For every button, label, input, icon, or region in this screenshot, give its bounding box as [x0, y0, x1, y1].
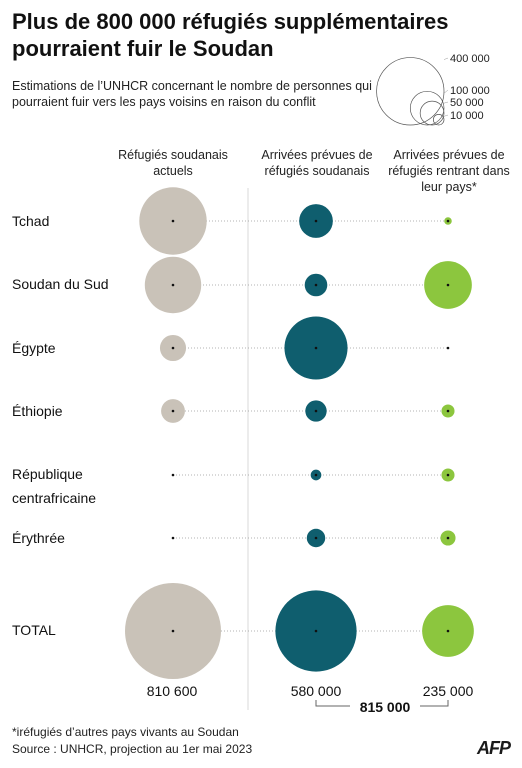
bubble-center-dot [314, 473, 318, 477]
legend-leader [443, 101, 449, 104]
bubble-center-dot [314, 346, 318, 350]
total-value-current: 810 600 [146, 683, 198, 699]
legend-leader [443, 57, 449, 60]
bubble-center-dot [314, 409, 318, 413]
bubble-center-dot [446, 346, 450, 350]
footnote-source: Source : UNHCR, projection au 1er mai 20… [12, 742, 253, 756]
legend-leader [443, 114, 449, 117]
chart-subtitle: Estimations de l’UNHCR concernant le nom… [12, 79, 372, 109]
bubble-center-dot [171, 536, 175, 540]
legend-label-3: 10 000 [450, 110, 484, 122]
legend-circle-1 [409, 90, 445, 126]
legend-leader [443, 89, 449, 94]
bubble-center-dot [446, 473, 450, 477]
legend-label-2: 50 000 [450, 97, 484, 109]
bubble-center-dot [171, 283, 175, 287]
footnote: *iréfugiés d’autres pays vivants au Soud… [12, 724, 252, 758]
bubble-center-dot [446, 536, 450, 540]
row-label-ethiopie: Éthiopie [12, 403, 63, 419]
bubble-center-dot [446, 219, 450, 223]
row-label-erythree: Érythrée [12, 530, 65, 546]
bubble-center-dot [314, 536, 318, 540]
bubble-center-dot [171, 219, 175, 223]
bubble-center-dot [314, 629, 318, 633]
bubble-center-dot [314, 219, 318, 223]
row-label-tchad: Tchad [12, 213, 50, 229]
column-header-returning: Arrivées prévues de réfugiés rentrant da… [388, 148, 510, 194]
bubble-center-dot [171, 629, 175, 633]
legend-circle-3 [432, 113, 445, 126]
chart-title: Plus de 800 000 réfugiés supplémentaires… [12, 9, 449, 61]
row-label-total: TOTAL [12, 622, 56, 638]
column-header-current: Réfugiés soudanais actuels [118, 148, 228, 178]
bubble-center-dot [171, 346, 175, 350]
row-label-egypte: Égypte [12, 340, 56, 356]
afp-logo: AFP [477, 738, 511, 758]
combined-total: 815 000 [350, 699, 420, 715]
bubble-rows [125, 187, 474, 707]
row-label-centrafrique: République centrafricaine [12, 466, 97, 506]
total-value-returning: 235 000 [422, 683, 474, 699]
legend-circle-2 [419, 100, 445, 126]
total-value-sudanese: 580 000 [290, 683, 342, 699]
legend-label-0: 400 000 [450, 53, 490, 65]
bubble-center-dot [314, 283, 318, 287]
bubble-center-dot [171, 473, 175, 477]
column-header-sudanese: Arrivées prévues de réfugiés soudanais [261, 148, 373, 178]
legend-label-1: 100 000 [450, 85, 490, 97]
bubble-center-dot [446, 409, 450, 413]
bubble-center-dot [446, 283, 450, 287]
legend-circle-0 [376, 57, 445, 126]
bubble-center-dot [446, 629, 450, 633]
row-label-soudan-du-sud: Soudan du Sud [12, 276, 109, 292]
footnote-asterisk: *iréfugiés d’autres pays vivants au Soud… [12, 725, 239, 739]
bubble-center-dot [171, 409, 175, 413]
